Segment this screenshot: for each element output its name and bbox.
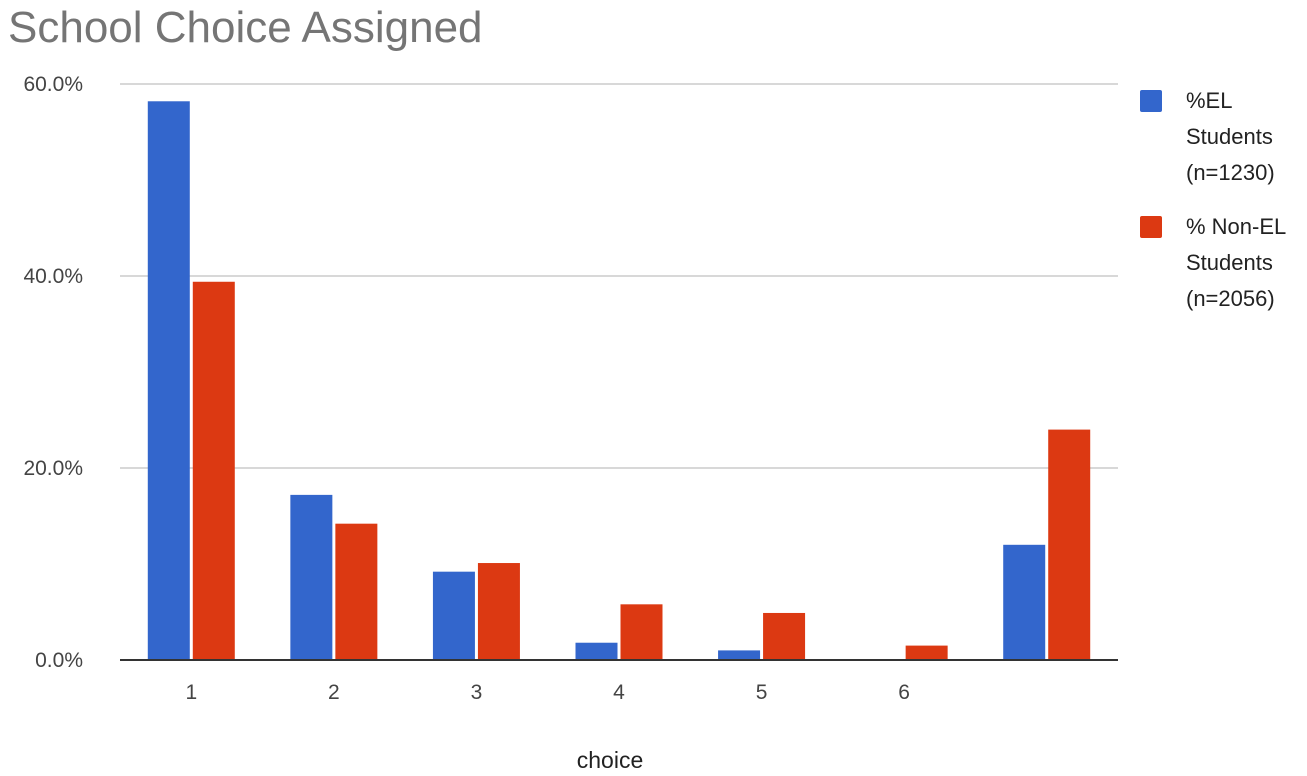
- x-tick-label: 6: [898, 681, 910, 704]
- x-axis-ticks: 1 2 3 4 5 6: [185, 681, 910, 704]
- legend-label: % Non-EL Students (n=2056): [1186, 214, 1286, 311]
- bar: [192, 281, 235, 660]
- y-axis-ticks: 0.0% 20.0% 40.0% 60.0%: [23, 73, 83, 672]
- gridlines: [120, 83, 1118, 469]
- legend-swatch: [1140, 90, 1162, 112]
- bar: [905, 645, 948, 660]
- bars: [147, 101, 1091, 660]
- bar: [290, 494, 333, 660]
- x-tick-label: 5: [756, 681, 768, 704]
- y-tick-label: 0.0%: [35, 649, 83, 672]
- legend: %EL Students (n=1230) % Non-EL Students (n=20…: [1140, 88, 1286, 311]
- bar: [718, 650, 761, 660]
- bar: [477, 563, 520, 660]
- x-tick-label: 2: [328, 681, 340, 704]
- bar: [335, 523, 378, 660]
- x-tick-label: 1: [185, 681, 197, 704]
- bar: [147, 101, 190, 660]
- y-tick-label: 60.0%: [23, 73, 83, 96]
- x-tick-label: 3: [471, 681, 483, 704]
- y-tick-label: 40.0%: [23, 265, 83, 288]
- bar: [432, 571, 475, 660]
- x-tick-label: 4: [613, 681, 625, 704]
- legend-swatch: [1140, 216, 1162, 238]
- bar: [1048, 429, 1091, 660]
- bar: [763, 612, 806, 660]
- legend-label: %EL Students (n=1230): [1186, 88, 1275, 185]
- bar: [1003, 544, 1046, 660]
- chart-title: School Choice Assigned: [8, 3, 483, 52]
- bar: [575, 642, 618, 660]
- bar: [620, 604, 663, 660]
- x-axis-title: choice: [577, 747, 643, 771]
- y-tick-label: 20.0%: [23, 457, 83, 480]
